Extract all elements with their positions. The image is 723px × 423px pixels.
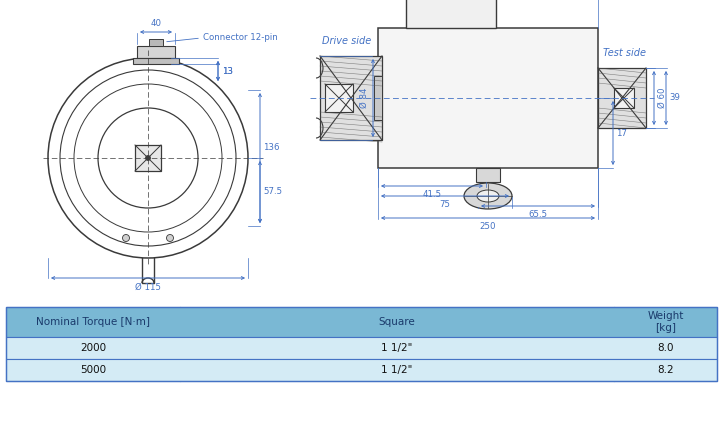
Bar xyxy=(6,359,717,381)
Text: 13: 13 xyxy=(222,66,233,75)
Text: Ø 84: Ø 84 xyxy=(360,88,369,108)
Text: 250: 250 xyxy=(480,222,496,231)
Text: Test side: Test side xyxy=(603,48,646,58)
Circle shape xyxy=(166,234,174,242)
Text: 57.5: 57.5 xyxy=(263,187,282,197)
Bar xyxy=(325,84,353,112)
Bar xyxy=(149,39,163,46)
Ellipse shape xyxy=(464,183,512,209)
Text: 1 1/2": 1 1/2" xyxy=(381,365,413,375)
Text: 13: 13 xyxy=(222,66,233,75)
Bar xyxy=(378,28,598,168)
Text: Ø 115: Ø 115 xyxy=(135,283,161,292)
Text: 40: 40 xyxy=(150,19,161,28)
Text: 2000: 2000 xyxy=(80,343,106,353)
Bar xyxy=(406,0,496,28)
Circle shape xyxy=(146,156,150,160)
Bar xyxy=(133,58,179,64)
Text: 1 1/2": 1 1/2" xyxy=(381,343,413,353)
Text: 75: 75 xyxy=(440,200,450,209)
Text: 8.2: 8.2 xyxy=(657,365,674,375)
Text: 65.5: 65.5 xyxy=(529,210,547,219)
Bar xyxy=(374,76,382,120)
Text: Connector 12-pin: Connector 12-pin xyxy=(203,33,278,42)
Text: 17: 17 xyxy=(616,129,627,137)
Bar xyxy=(137,46,175,58)
Bar xyxy=(6,307,717,381)
Bar xyxy=(476,168,500,182)
Bar xyxy=(135,145,161,171)
Text: 41.5: 41.5 xyxy=(422,190,442,199)
Text: 136: 136 xyxy=(263,143,280,153)
Circle shape xyxy=(122,234,129,242)
Text: Nominal Torque [N·m]: Nominal Torque [N·m] xyxy=(36,317,150,327)
Text: 8.0: 8.0 xyxy=(657,343,674,353)
Bar xyxy=(6,337,717,359)
Text: 39: 39 xyxy=(669,93,680,102)
Text: 5000: 5000 xyxy=(80,365,106,375)
Text: Drive side: Drive side xyxy=(322,36,371,46)
Text: Ø 60: Ø 60 xyxy=(658,88,667,108)
Bar xyxy=(614,88,634,108)
Bar xyxy=(6,307,717,337)
Text: Square: Square xyxy=(379,317,416,327)
Text: Weight
[kg]: Weight [kg] xyxy=(647,311,684,333)
Bar xyxy=(320,56,382,140)
Ellipse shape xyxy=(477,190,499,202)
Bar xyxy=(598,68,646,128)
